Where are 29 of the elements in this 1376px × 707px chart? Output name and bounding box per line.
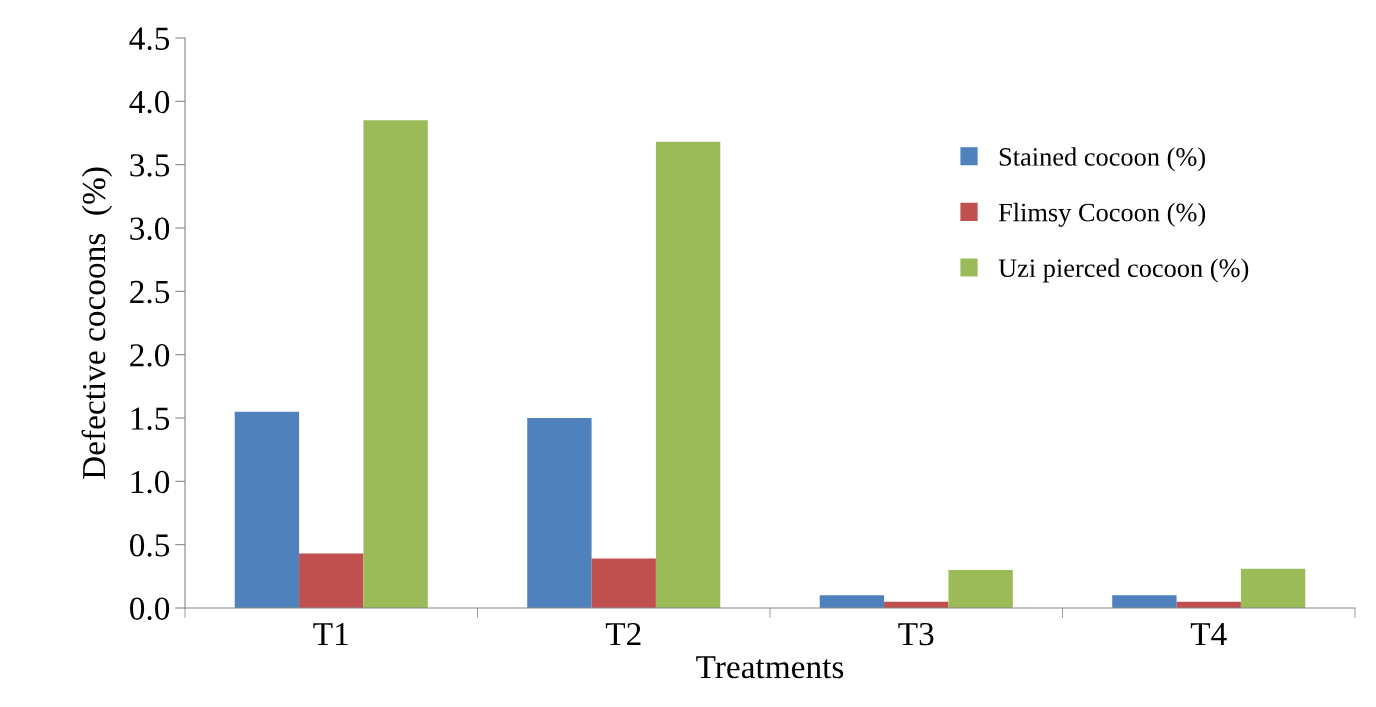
- x-axis-title: Treatments: [696, 656, 844, 679]
- y-tick-label: 2.5: [130, 280, 170, 304]
- bar: [655, 141, 721, 608]
- bar: [1112, 595, 1177, 608]
- bar: [527, 418, 592, 608]
- bar: [299, 553, 364, 608]
- y-tick-label: 4.5: [129, 27, 170, 51]
- bar: [591, 558, 656, 608]
- bar: [363, 120, 428, 608]
- y-tick-label: 4.0: [129, 90, 170, 114]
- bar: [234, 411, 300, 608]
- x-tick-label: T4: [1190, 623, 1227, 646]
- y-axis-title: Defective cocoons (%): [81, 167, 113, 479]
- y-tick-label: 1.0: [131, 470, 170, 494]
- x-tick-label: T2: [605, 622, 641, 646]
- x-tick-label: T3: [898, 622, 934, 646]
- bar: [1240, 568, 1306, 608]
- bar: [948, 570, 1013, 608]
- y-tick-label: 0.0: [130, 597, 170, 621]
- y-tick-label: 2.0: [130, 344, 170, 367]
- legend-label: Stained cocoon (%): [999, 147, 1205, 172]
- x-tick-label: T1: [313, 623, 348, 646]
- bar: [819, 595, 885, 608]
- y-tick-label: 3.5: [130, 154, 170, 177]
- y-tick-label: 1.5: [131, 407, 170, 431]
- legend-label: Flimsy Cocoon (%): [998, 202, 1206, 227]
- legend-label: Uzi pierced cocoon (%): [998, 258, 1249, 283]
- y-tick-label: 3.0: [130, 217, 170, 241]
- y-tick-label: 0.5: [130, 534, 170, 557]
